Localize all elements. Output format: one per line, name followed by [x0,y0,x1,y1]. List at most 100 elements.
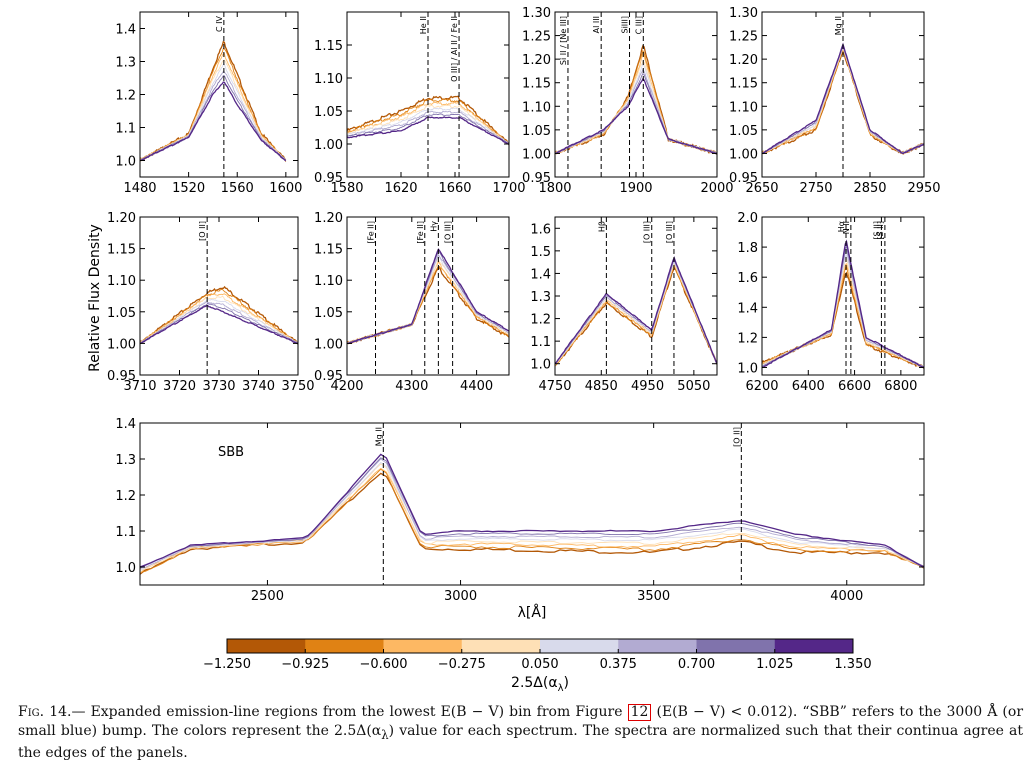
spectrum-line [139,298,299,345]
caption-subscript: λ [381,727,389,742]
spectrum-line [761,239,925,369]
x-tick-label: 2850 [853,181,886,196]
colorbar-tick-label: 0.700 [678,657,715,672]
spectrum-line [346,104,510,145]
colorbar-segment [618,639,697,653]
emission-line-label: [Fe II] [416,221,425,244]
colorbar-segment [461,639,541,653]
x-tick-label: 4300 [395,379,428,394]
x-tick-label: 1600 [269,181,302,196]
spectrum-line [139,463,925,571]
spectrum-line [346,98,510,146]
panel-p4: Mg II 2650 2750 2850 2950 0.95 1.00 1.05 1.10 1.1… [729,6,941,196]
y-tick-label: 1.25 [729,30,758,45]
y-tick-label: 0.95 [314,171,343,186]
x-tick-label: 2000 [700,181,733,196]
y-tick-label: 1.30 [729,6,758,21]
x-tick-label: 1800 [538,181,571,196]
spectrum-line [139,289,299,346]
y-tick-label: 1.05 [522,124,551,139]
axes-frame [761,11,925,178]
axes-frame [139,422,925,586]
colorbar-tick-label: −1.250 [203,657,251,672]
y-tick-label: 1.8 [737,241,758,256]
colorbar-tick-label: 1.350 [834,657,871,672]
emission-line-label: Hα [837,221,846,232]
spectrum-line [554,258,718,365]
y-tick-label: 1.00 [729,147,758,162]
y-tick-label: 1.20 [522,53,551,68]
spectrum-line [347,248,510,345]
y-tick-label: 0.95 [522,171,551,186]
y-axis-label: Relative Flux Density [87,224,103,372]
x-tick-label: 4400 [460,379,493,394]
x-tick-label: 1480 [123,181,156,196]
emission-line-label: C IV [215,15,224,31]
spectrum-line [554,264,718,366]
colorbar-tick-label: −0.925 [281,657,329,672]
y-tick-label: 1.05 [729,124,758,139]
y-tick-label: 1.4 [115,417,136,432]
colorbar-tick-label: −0.600 [359,657,407,672]
axes-frame [761,216,925,376]
axes-frame [346,216,510,376]
spectrum-line [139,457,925,569]
emission-line-label: Si II / [Ne III] [559,16,568,65]
y-tick-label: 1.10 [314,274,343,289]
figure-reference-link[interactable]: 12 [627,704,652,721]
emission-line-label: [O III] [665,221,674,243]
x-tick-label: 6600 [838,379,871,394]
panel-p5: [O II] 3710 3720 3730 3740 3750 0.95 1.00 1.05 1.… [107,211,315,394]
y-tick-label: 1.4 [737,301,758,316]
y-tick-label: 1.0 [737,361,758,376]
y-tick-label: 0.95 [729,171,758,186]
spectrum-line [554,259,718,365]
caption-figure-number: Fig. 14.— [18,704,86,720]
spectrum-line [346,255,510,345]
colorbar-tick-label: 0.050 [521,657,558,672]
x-tick-label: 4000 [830,589,863,604]
emission-line-label: Hγ [429,221,438,232]
y-tick-label: 1.15 [314,243,343,258]
y-tick-label: 1.15 [522,77,551,92]
emission-line-label: He II [419,16,428,34]
emission-line-label: Mg II [374,427,383,446]
x-tick-label: 1900 [619,181,652,196]
caption-text-2: (E(B − V) < 0.012). “SBB” refers to the … [18,704,1024,739]
y-tick-label: 1.1 [115,122,136,137]
spectrum-line [554,267,718,367]
y-tick-label: 1.10 [107,274,136,289]
y-tick-label: 1.0 [115,561,136,576]
x-tick-label: 3500 [637,589,670,604]
y-tick-label: 1.5 [530,245,551,260]
panels: C IV 1480 1520 1560 1600 1.0 1.1 1.2 1.3 1.4 He II… [107,6,941,604]
y-tick-label: 1.1 [530,335,551,350]
spectrum-line [139,301,299,345]
x-tick-label: 1620 [384,181,417,196]
y-tick-label: 1.00 [314,337,343,352]
axes-frame [139,216,299,376]
axes-frame [554,216,718,376]
x-tick-label: 4200 [330,379,363,394]
y-tick-label: 1.10 [729,100,758,115]
spectrum-line [346,258,510,344]
panel-p7: Hβ [O III] [O III] 4750 4850 4950 5050 1.0 1.1 1.… [530,216,718,394]
y-tick-label: 1.05 [314,306,343,321]
y-tick-label: 1.3 [115,56,136,71]
x-tick-label: 2500 [251,589,284,604]
emission-line-label: [O III] [643,221,652,243]
y-tick-label: 1.15 [729,77,758,92]
x-tick-label: 3720 [163,379,196,394]
spectrum-line [139,47,287,163]
spectrum-line [139,285,299,344]
y-tick-label: 1.4 [530,267,551,282]
caption-text-3: ) value for each spectrum. The spectra a… [18,722,1023,761]
panel-annotation: SBB [218,445,244,460]
y-tick-label: 1.6 [530,222,551,237]
emission-line-label: Al III [592,16,601,33]
panel-p1: C IV 1480 1520 1560 1600 1.0 1.1 1.2 1.3 1.4 [115,11,302,196]
spectrum-line [139,70,287,162]
y-tick-label: 0.95 [314,369,343,384]
colorbar: −1.250 −0.925 −0.600 −0.275 0.050 0.375 0.700 1… [203,638,872,672]
colorbar-tick-label: 0.375 [600,657,637,672]
